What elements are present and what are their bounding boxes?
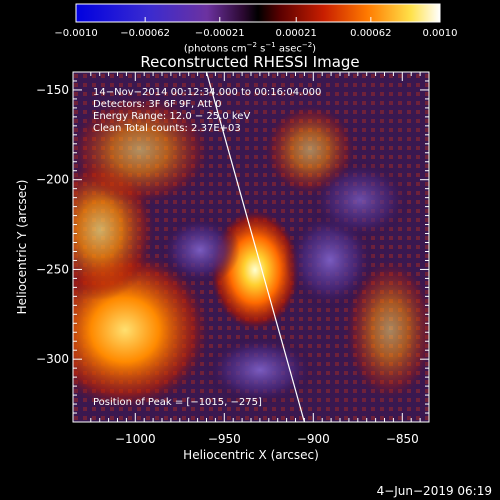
colorbar-tick-label: 0.00062 (350, 28, 391, 39)
hot-region-upper-left (73, 95, 210, 205)
y-tick-label: −150 (36, 83, 69, 97)
solar-limb-line (205, 72, 305, 422)
colorbar-gradient (75, 3, 441, 23)
colorbar-tick-label: −0.0010 (54, 28, 97, 39)
axis-tick-labels: −1000 −950 −900 −850 −150 −200 −250 −300 (36, 83, 419, 446)
x-tick-label: −1000 (115, 432, 156, 446)
x-tick-label: −900 (297, 432, 330, 446)
axis-ticks (73, 72, 429, 422)
x-axis-label: Heliocentric X (arcsec) (183, 448, 319, 462)
colorbar-tick-label: 0.00021 (276, 28, 317, 39)
colorbar-tick-label: −0.00021 (195, 28, 245, 39)
colorbar-tick-label: −0.00062 (120, 28, 170, 39)
colorbar-ticks (75, 17, 441, 22)
colorbar-tick-labels: −0.0010 −0.00062 −0.00021 0.00021 0.00062 0.0… (54, 28, 457, 39)
y-axis-label: Heliocentric Y (arcsec) (15, 180, 29, 315)
footer-date: 4−Jun−2019 06:19 (376, 484, 492, 498)
cold-region-bottom (205, 335, 315, 405)
annotation-detectors: Detectors: 3F 6F 9F, Att 0 (93, 99, 222, 110)
annotation-peak-position: Position of Peak = [−1015, −275] (93, 397, 262, 408)
y-tick-label: −250 (36, 262, 69, 276)
hot-region-right (345, 260, 429, 400)
colorbar-tick-label: 0.0010 (423, 28, 458, 39)
x-tick-label: −850 (386, 432, 419, 446)
colorbar: −0.0010 −0.00062 −0.00021 0.00021 0.00062 0.0… (54, 3, 458, 39)
colorbar-units: (photons cm−2 s−1 asec−2) (183, 41, 317, 55)
chart-title: Reconstructed RHESSI Image (140, 53, 360, 71)
cold-region-upper (310, 160, 410, 240)
heatmap-image (73, 72, 429, 422)
x-tick-label: −950 (208, 432, 241, 446)
cold-region-mid (160, 215, 240, 285)
annotation-time-range: 14−Nov−2014 00:12:34.000 to 00:16:04.000 (93, 87, 322, 98)
annotation-energy: Energy Range: 12.0 − 25.0 keV (93, 111, 251, 122)
y-tick-label: −300 (36, 352, 69, 366)
annotation-clean: Clean Total counts: 2.37E+03 (93, 123, 241, 134)
y-tick-label: −200 (36, 173, 69, 187)
